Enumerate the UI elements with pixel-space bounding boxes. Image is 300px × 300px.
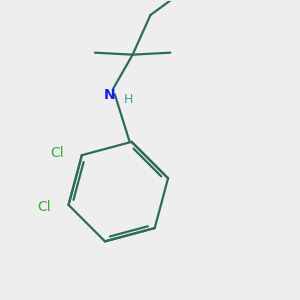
Text: H: H	[124, 93, 133, 106]
Text: Cl: Cl	[37, 200, 51, 214]
Text: Cl: Cl	[50, 146, 64, 160]
Text: N: N	[104, 88, 116, 102]
